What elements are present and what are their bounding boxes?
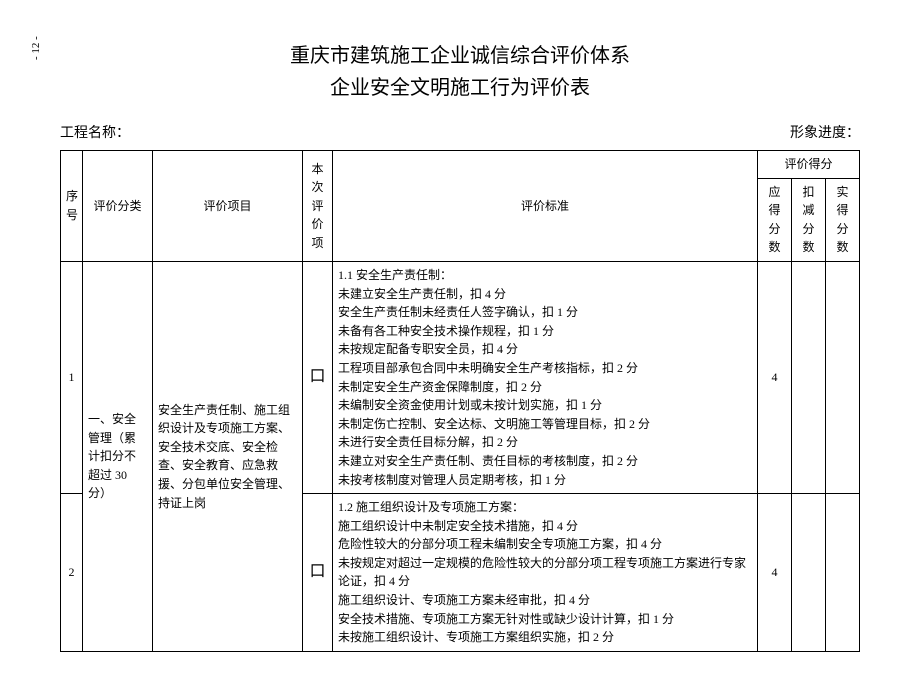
header-row: 工程名称： 形象进度： xyxy=(60,122,860,142)
cell-score-actual xyxy=(826,261,860,493)
th-item: 评价项目 xyxy=(153,151,303,262)
title-line-1: 重庆市建筑施工企业诚信综合评价体系 xyxy=(60,40,860,72)
cell-checkbox: 口 xyxy=(303,261,333,493)
cell-item: 安全生产责任制、施工组织设计及专项施工方案、安全技术交底、安全检查、安全教育、应… xyxy=(153,261,303,651)
cell-category: 一、安全管理（累计扣分不超过 30 分） xyxy=(83,261,153,651)
cell-score-deduct xyxy=(792,261,826,493)
page-number: - 12 - xyxy=(30,36,42,60)
cell-score-due: 4 xyxy=(758,494,792,652)
cell-score-deduct xyxy=(792,494,826,652)
cell-criteria: 1.1 安全生产责任制：未建立安全生产责任制，扣 4 分安全生产责任制未经责任人… xyxy=(333,261,758,493)
cell-score-actual xyxy=(826,494,860,652)
th-criteria: 评价标准 xyxy=(333,151,758,262)
th-score-actual: 实得分数 xyxy=(826,178,860,261)
th-check: 本次评价项 xyxy=(303,151,333,262)
table-head: 序号 评价分类 评价项目 本次评价项 评价标准 评价得分 应得分数 扣减分数 实… xyxy=(61,151,860,262)
cell-seq: 2 xyxy=(61,494,83,652)
th-seq: 序号 xyxy=(61,151,83,262)
cell-checkbox: 口 xyxy=(303,494,333,652)
table-row: 1 一、安全管理（累计扣分不超过 30 分） 安全生产责任制、施工组织设计及专项… xyxy=(61,261,860,493)
th-score-deduct: 扣减分数 xyxy=(792,178,826,261)
cell-criteria: 1.2 施工组织设计及专项施工方案：施工组织设计中未制定安全技术措施，扣 4 分… xyxy=(333,494,758,652)
title-line-2: 企业安全文明施工行为评价表 xyxy=(60,72,860,104)
label-progress: 形象进度： xyxy=(790,122,860,142)
cell-seq: 1 xyxy=(61,261,83,493)
th-score-due: 应得分数 xyxy=(758,178,792,261)
evaluation-table: 序号 评价分类 评价项目 本次评价项 评价标准 评价得分 应得分数 扣减分数 实… xyxy=(60,150,860,652)
th-score-group: 评价得分 xyxy=(758,151,860,179)
title-block: 重庆市建筑施工企业诚信综合评价体系 企业安全文明施工行为评价表 xyxy=(60,40,860,104)
th-category: 评价分类 xyxy=(83,151,153,262)
table-body: 1 一、安全管理（累计扣分不超过 30 分） 安全生产责任制、施工组织设计及专项… xyxy=(61,261,860,651)
label-project-name: 工程名称： xyxy=(60,122,130,142)
cell-score-due: 4 xyxy=(758,261,792,493)
